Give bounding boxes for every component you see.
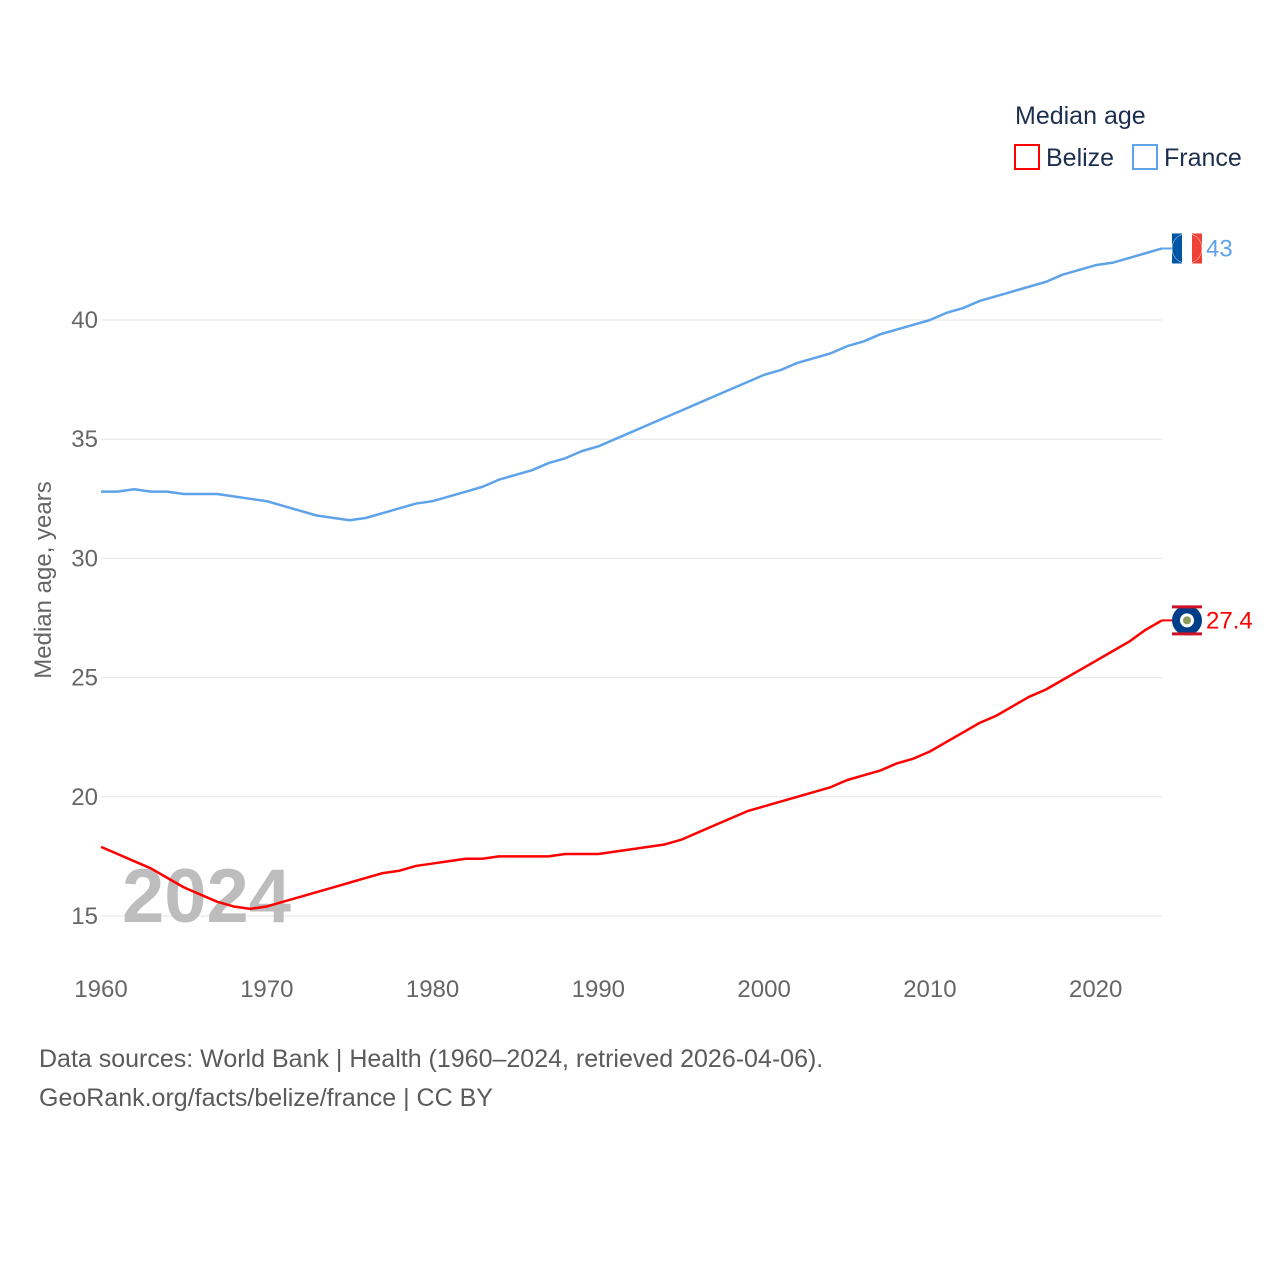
y-tick-label: 30 [71, 545, 98, 572]
legend-item-france[interactable]: France [1132, 144, 1242, 172]
legend-label: Belize [1046, 144, 1114, 172]
belize-flag-icon [1172, 605, 1202, 636]
flag-stripe [1192, 233, 1202, 264]
flag-stripe [1172, 605, 1202, 609]
x-tick-label: 1970 [240, 976, 293, 1003]
y-tick-label: 25 [71, 665, 98, 692]
x-tick-label: 2010 [903, 976, 956, 1003]
x-tick-label: 2000 [737, 976, 790, 1003]
flag-border [1171, 233, 1203, 264]
y-tick-label: 40 [71, 307, 98, 334]
legend-label: France [1164, 144, 1242, 172]
x-tick-label: 1990 [572, 976, 625, 1003]
x-tick-label: 1980 [406, 976, 459, 1003]
end-value-label: 27.4 [1206, 607, 1253, 634]
france-flag-icon [1171, 233, 1203, 264]
legend-swatch [1132, 144, 1158, 170]
x-tick-label: 1960 [74, 976, 127, 1003]
series-line-belize [100, 619, 1163, 911]
legend-title: Median age [1015, 102, 1146, 130]
footer-credit[interactable]: GeoRank.org/facts/belize/france | CC BY [39, 1084, 493, 1112]
y-axis-label: Median age, years [30, 481, 57, 678]
legend-swatch [1014, 144, 1040, 170]
x-tick-label: 2020 [1069, 976, 1122, 1003]
series-line-france [101, 247, 1163, 522]
flag-stripe [1172, 233, 1182, 264]
y-tick-label: 20 [71, 784, 98, 811]
flag-emblem [1183, 616, 1191, 625]
legend-item-belize[interactable]: Belize [1014, 144, 1114, 172]
footer-sources: Data sources: World Bank | Health (1960–… [39, 1045, 824, 1073]
flag-stripe [1182, 233, 1192, 264]
flag-stripe [1172, 632, 1202, 636]
end-value-label: 43 [1206, 235, 1233, 262]
y-tick-label: 15 [71, 903, 98, 930]
y-tick-label: 35 [71, 426, 98, 453]
